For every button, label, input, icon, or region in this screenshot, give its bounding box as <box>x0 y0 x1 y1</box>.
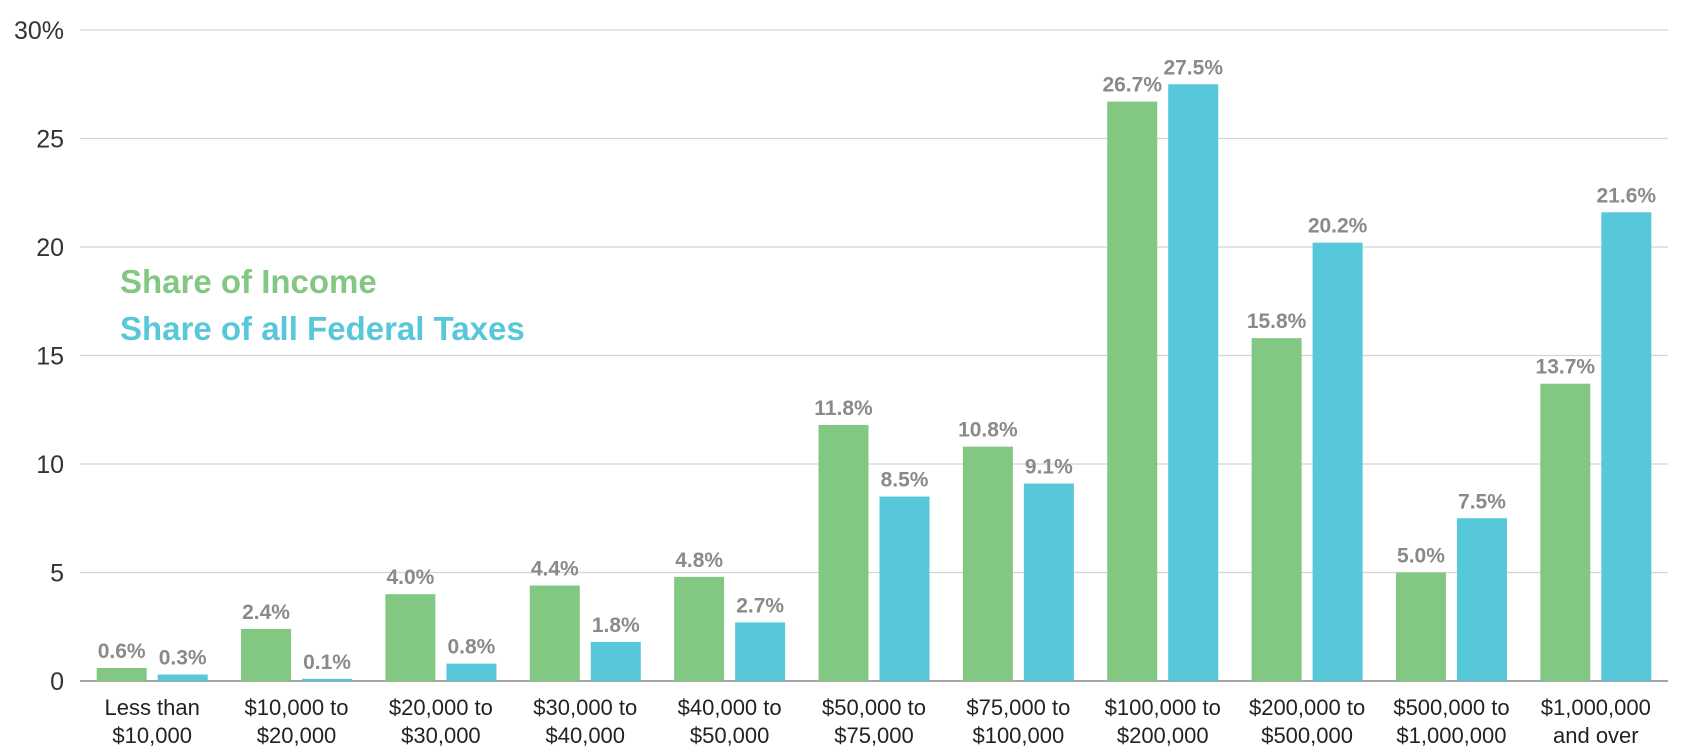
bar-share-of-income <box>818 424 869 681</box>
y-tick-label: 10 <box>36 451 64 479</box>
bar-share-of-income <box>1540 383 1591 681</box>
legend-item-share-of-income: Share of Income <box>120 263 377 300</box>
data-label: 26.7% <box>1102 74 1162 97</box>
x-category-label: $40,000 to $50,000 <box>678 695 782 748</box>
x-category-label: $75,000 to $100,000 <box>966 695 1070 748</box>
data-label: 20.2% <box>1308 215 1368 238</box>
data-label: 4.8% <box>675 549 723 572</box>
data-label: 2.7% <box>736 594 784 617</box>
bar-share-of-federal-taxes <box>1312 242 1363 681</box>
bar-share-of-federal-taxes <box>590 641 641 681</box>
x-category-label-line: $10,000 <box>112 723 192 748</box>
x-category-label-line: $30,000 to <box>533 695 637 720</box>
bar-share-of-federal-taxes <box>1456 518 1507 681</box>
bar-share-of-federal-taxes <box>735 622 786 681</box>
data-label: 5.0% <box>1397 545 1445 568</box>
x-category-label: Less than $10,000 <box>104 695 199 748</box>
legend: Share of Income Share of all Federal Tax… <box>120 258 525 352</box>
x-category-label-line: $30,000 <box>401 723 481 748</box>
x-category-label-line: and over <box>1553 723 1639 748</box>
bar-share-of-federal-taxes <box>446 663 497 681</box>
x-category-label-line: $40,000 to <box>678 695 782 720</box>
x-category-label: $1,000,000 and over <box>1541 695 1651 748</box>
bar-share-of-federal-taxes <box>1168 84 1219 681</box>
x-category-label: $10,000 to $20,000 <box>245 695 349 748</box>
x-category-label-line: $20,000 <box>257 723 337 748</box>
data-label: 1.8% <box>592 614 640 637</box>
x-category-label: $50,000 to $75,000 <box>822 695 926 748</box>
x-category-label: $100,000 to $200,000 <box>1105 695 1221 748</box>
data-label: 8.5% <box>881 469 929 492</box>
x-category-label: $20,000 to $30,000 <box>389 695 493 748</box>
y-tick-label: 15 <box>36 343 64 371</box>
bar-share-of-income <box>962 446 1013 681</box>
y-tick-label: 5 <box>50 560 64 588</box>
bar-share-of-federal-taxes <box>1023 483 1074 681</box>
bar-share-of-income <box>529 585 580 681</box>
x-category-label-line: $200,000 to <box>1249 695 1365 720</box>
y-tick-label: 0 <box>50 668 64 696</box>
x-category-label-line: $100,000 <box>972 723 1064 748</box>
bar-share-of-income <box>674 576 725 681</box>
data-labels: 0.6% 0.3% 2.4% 0.1% 4.0% 0.8% 4.4% 1.8% 4.8% 2.7%… <box>98 56 1657 674</box>
x-category-label-line: $200,000 <box>1117 723 1209 748</box>
y-tick-label: 25 <box>36 126 64 154</box>
data-label: 2.4% <box>242 601 290 624</box>
bar-share-of-income <box>385 594 436 681</box>
data-label: 21.6% <box>1597 184 1657 207</box>
x-axis-category-labels: Less than $10,000 $10,000 to $20,000 $20,000… <box>104 695 1650 748</box>
data-label: 0.1% <box>303 651 351 674</box>
data-label: 9.1% <box>1025 456 1073 479</box>
x-category-label-line: $20,000 to <box>389 695 493 720</box>
data-label: 7.5% <box>1458 490 1506 513</box>
data-label: 10.8% <box>958 419 1018 442</box>
data-label: 11.8% <box>814 397 873 420</box>
x-category-label-line: $75,000 to <box>966 695 1070 720</box>
bar-share-of-income <box>1251 338 1302 681</box>
x-category-label: $30,000 to $40,000 <box>533 695 637 748</box>
data-label: 13.7% <box>1536 356 1596 379</box>
x-category-label: $200,000 to $500,000 <box>1249 695 1365 748</box>
y-axis-tick-labels: 0 5 10 15 20 25 30% <box>14 17 64 696</box>
bar-share-of-federal-taxes <box>302 678 353 681</box>
x-category-label-line: $10,000 to <box>245 695 349 720</box>
x-category-label-line: $1,000,000 <box>1396 723 1506 748</box>
x-category-label: $500,000 to $1,000,000 <box>1393 695 1509 748</box>
bar-share-of-income <box>241 628 292 681</box>
x-category-label-line: $50,000 to <box>822 695 926 720</box>
x-category-label-line: $1,000,000 <box>1541 695 1651 720</box>
bar-share-of-income <box>1107 101 1158 682</box>
bar-share-of-income <box>1395 572 1446 681</box>
data-label: 4.4% <box>531 558 579 581</box>
legend-item-share-of-federal-taxes: Share of all Federal Taxes <box>120 310 525 347</box>
y-tick-label: 20 <box>36 234 64 262</box>
x-category-label-line: $50,000 <box>690 723 770 748</box>
x-category-label-line: $500,000 to <box>1393 695 1509 720</box>
bars <box>96 84 1652 682</box>
data-label: 0.8% <box>447 636 495 659</box>
x-category-label-line: Less than <box>104 695 199 720</box>
x-category-label-line: $100,000 to <box>1105 695 1221 720</box>
data-label: 0.6% <box>98 640 146 663</box>
bar-share-of-income <box>96 667 147 681</box>
bar-share-of-federal-taxes <box>157 674 208 681</box>
data-label: 0.3% <box>159 646 207 669</box>
data-label: 27.5% <box>1163 56 1223 79</box>
bar-share-of-federal-taxes <box>879 496 930 681</box>
x-category-label-line: $75,000 <box>834 723 914 748</box>
data-label: 4.0% <box>386 566 434 589</box>
x-category-label-line: $40,000 <box>546 723 626 748</box>
x-category-label-line: $500,000 <box>1261 723 1353 748</box>
data-label: 15.8% <box>1247 310 1307 333</box>
bar-share-of-federal-taxes <box>1601 212 1652 681</box>
y-tick-label: 30% <box>14 17 64 45</box>
